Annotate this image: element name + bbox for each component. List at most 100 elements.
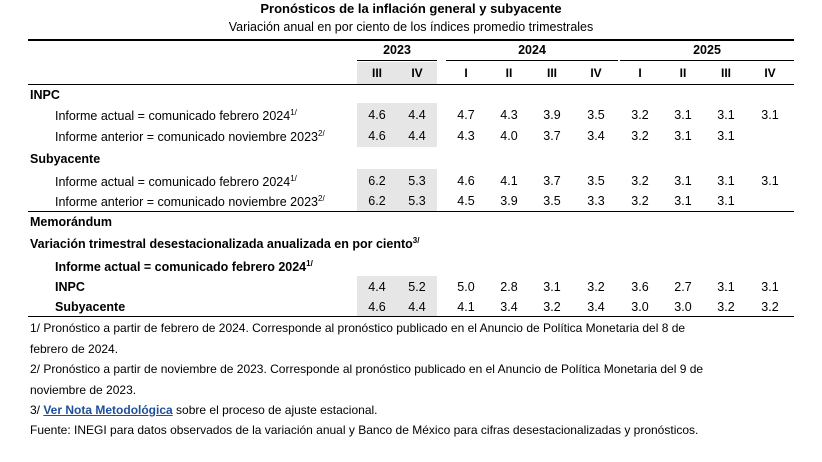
table-cell: 4.3 <box>457 129 475 143</box>
table-cell: 4.4 <box>408 108 426 122</box>
table-cell: 3.1 <box>717 280 735 294</box>
section-inpc: INPC <box>30 88 60 102</box>
observed-shade <box>357 103 437 147</box>
table-cell: 3.2 <box>631 194 649 208</box>
table-cell: 3.2 <box>543 300 561 314</box>
row-label-sub-anterior: Informe anterior = comunicado noviembre … <box>55 194 325 210</box>
year-underline <box>446 60 618 61</box>
table-cell: 4.1 <box>457 300 475 314</box>
table-cell: 3.4 <box>587 300 605 314</box>
observed-shade <box>357 169 437 211</box>
table-cell: 3.7 <box>543 174 561 188</box>
table-cell: 2.7 <box>674 280 692 294</box>
table-cell: 3.1 <box>717 129 735 143</box>
year-2024: 2024 <box>518 43 546 57</box>
table-cell: 3.3 <box>587 194 605 208</box>
table-cell: 3.2 <box>761 300 779 314</box>
year-2023: 2023 <box>383 43 411 57</box>
table-cell: 3.1 <box>717 108 735 122</box>
footnote-1: 1/ Pronóstico a partir de febrero de 202… <box>30 321 686 335</box>
table-cell: 3.1 <box>543 280 561 294</box>
table-cell: 3.7 <box>543 129 561 143</box>
quarter-header: III <box>371 66 382 80</box>
row-label-memo-inpc: INPC <box>55 280 85 294</box>
table-cell: 4.7 <box>457 108 475 122</box>
table-cell: 3.0 <box>674 300 692 314</box>
table-cell: 3.1 <box>717 194 735 208</box>
table-cell: 4.0 <box>500 129 518 143</box>
header-rule <box>28 84 794 85</box>
table-cell: 3.4 <box>587 129 605 143</box>
observed-shade <box>357 62 437 84</box>
table-cell: 4.6 <box>368 108 386 122</box>
observed-shade <box>357 276 437 316</box>
table-cell: 6.2 <box>368 194 386 208</box>
section-variacion: Variación trimestral desestacionalizada … <box>30 236 420 252</box>
quarter-header: IV <box>764 66 776 80</box>
table-cell: 6.2 <box>368 174 386 188</box>
table-cell: 3.1 <box>674 174 692 188</box>
quarter-header: III <box>720 66 731 80</box>
table-cell: 3.2 <box>631 108 649 122</box>
table-cell: 4.6 <box>368 300 386 314</box>
row-label-sub-actual: Informe actual = comunicado febrero 2024… <box>55 174 297 190</box>
top-rule <box>28 39 794 41</box>
table-cell: 3.9 <box>543 108 561 122</box>
table-cell: 3.1 <box>761 174 779 188</box>
row-label-inpc-anterior: Informe anterior = comunicado noviembre … <box>55 129 325 145</box>
table-cell: 3.2 <box>631 129 649 143</box>
table-cell: 4.6 <box>368 129 386 143</box>
table-subtitle: Variación anual en por ciento de los índ… <box>228 20 594 34</box>
footnote-2-cont: noviembre de 2023. <box>30 383 137 397</box>
table-title: Pronósticos de la inflación general y su… <box>260 1 562 16</box>
table-cell: 3.6 <box>631 280 649 294</box>
quarter-header: IV <box>590 66 602 80</box>
table-cell: 3.5 <box>587 174 605 188</box>
quarter-header: I <box>464 66 468 80</box>
quarter-header: I <box>638 66 642 80</box>
table-cell: 3.9 <box>500 194 518 208</box>
source-note: Fuente: INEGI para datos observados de l… <box>30 423 699 437</box>
table-cell: 3.5 <box>587 108 605 122</box>
quarter-header: II <box>505 66 513 80</box>
table-cell: 4.6 <box>457 174 475 188</box>
table-cell: 3.1 <box>674 129 692 143</box>
year-underline <box>620 60 794 61</box>
table-cell: 4.1 <box>500 174 518 188</box>
table-cell: 5.3 <box>408 194 426 208</box>
table-cell: 3.2 <box>631 174 649 188</box>
table-cell: 3.1 <box>674 108 692 122</box>
table-cell: 3.1 <box>674 194 692 208</box>
footnote-1-cont: febrero de 2024. <box>30 342 119 356</box>
row-label-memo-sub: Subyacente <box>55 300 126 314</box>
table-cell: 5.3 <box>408 174 426 188</box>
table-cell: 4.5 <box>457 194 475 208</box>
footnote-2: 2/ Pronóstico a partir de noviembre de 2… <box>30 362 704 376</box>
section-memorandum: Memorándum <box>30 215 112 229</box>
table-cell: 2.8 <box>500 280 518 294</box>
table-cell: 3.1 <box>717 174 735 188</box>
year-2025: 2025 <box>693 43 721 57</box>
year-underline <box>357 60 437 61</box>
quarter-header: III <box>546 66 557 80</box>
table-cell: 3.5 <box>543 194 561 208</box>
table-cell: 3.1 <box>761 280 779 294</box>
ver-nota-metodologica-link[interactable]: Ver Nota Metodológica <box>43 403 173 417</box>
table-cell: 5.0 <box>457 280 475 294</box>
table-cell: 4.4 <box>368 280 386 294</box>
quarter-header: IV <box>411 66 423 80</box>
table-cell: 3.1 <box>761 108 779 122</box>
table-cell: 4.3 <box>500 108 518 122</box>
row-label-inpc-actual: Informe actual = comunicado febrero 2024… <box>55 108 297 124</box>
table-cell: 3.2 <box>587 280 605 294</box>
bottom-rule <box>28 316 794 317</box>
table-cell: 4.4 <box>408 129 426 143</box>
footnote-3: 3/ Ver Nota Metodológica sobre el proces… <box>30 403 378 417</box>
section-subyacente: Subyacente <box>30 152 101 166</box>
memo-rule <box>28 211 794 212</box>
table-cell: 3.2 <box>717 300 735 314</box>
row-label-memo-actual: Informe actual = comunicado febrero 2024… <box>55 259 313 275</box>
table-cell: 3.4 <box>500 300 518 314</box>
table-cell: 3.0 <box>631 300 649 314</box>
table-cell: 4.4 <box>408 300 426 314</box>
